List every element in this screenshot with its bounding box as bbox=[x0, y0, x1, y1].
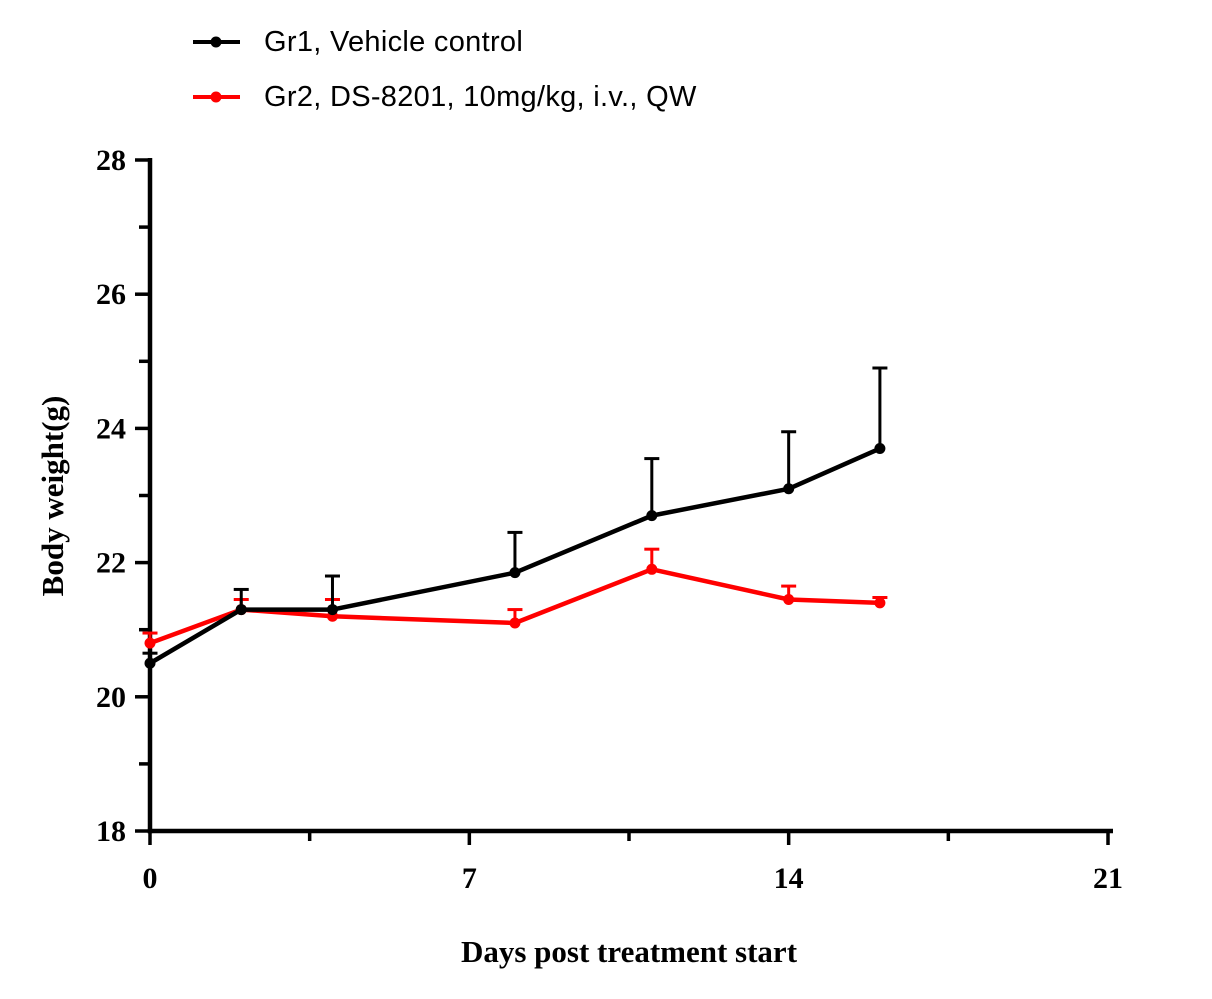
y-axis-title: Body weight(g) bbox=[35, 395, 70, 597]
y-tick-label: 28 bbox=[96, 144, 126, 177]
x-axis-title: Days post treatment start bbox=[460, 934, 798, 969]
y-tick-label: 26 bbox=[96, 278, 126, 311]
y-tick-label: 24 bbox=[96, 412, 126, 445]
legend-item-gr1: Gr1, Vehicle control bbox=[192, 23, 697, 61]
series-gr2-data-point bbox=[144, 637, 156, 649]
series-gr2-data-point bbox=[646, 563, 658, 575]
x-tick-label: 0 bbox=[143, 862, 158, 895]
x-tick-label: 14 bbox=[774, 862, 804, 895]
series-gr2-data-point bbox=[509, 617, 521, 629]
x-tick-label: 21 bbox=[1093, 862, 1123, 895]
legend-dot-gr1 bbox=[210, 36, 222, 48]
series-gr1-data-point bbox=[783, 483, 795, 495]
y-tick-label: 18 bbox=[96, 815, 126, 848]
x-tick-label: 7 bbox=[462, 862, 477, 895]
series-gr1-data-point bbox=[326, 604, 338, 616]
series-gr1-data-point bbox=[235, 604, 247, 616]
legend-item-gr2: Gr2, DS-8201, 10mg/kg, i.v., QW bbox=[192, 78, 697, 116]
line-dot-marker-icon bbox=[193, 91, 240, 103]
series-gr2-data-point bbox=[783, 594, 795, 606]
series-gr1 bbox=[142, 366, 888, 669]
series-gr1-data-point bbox=[874, 443, 886, 455]
line-dot-marker-icon bbox=[193, 36, 240, 48]
legend-label-gr1: Gr1, Vehicle control bbox=[264, 25, 524, 58]
series-gr1-data-point bbox=[509, 567, 521, 579]
y-tick-label: 22 bbox=[96, 547, 126, 580]
series-gr1-data-point bbox=[144, 657, 156, 669]
legend-label-gr2: Gr2, DS-8201, 10mg/kg, i.v., QW bbox=[264, 80, 697, 113]
series-gr2-data-point bbox=[874, 597, 886, 609]
series-gr2-line bbox=[147, 567, 883, 646]
y-tick-label: 20 bbox=[96, 681, 126, 714]
legend-dot-gr2 bbox=[210, 91, 222, 103]
series-gr1-data-point bbox=[646, 510, 658, 522]
legend: Gr1, Vehicle control Gr2, DS-8201, 10mg/… bbox=[192, 23, 697, 116]
